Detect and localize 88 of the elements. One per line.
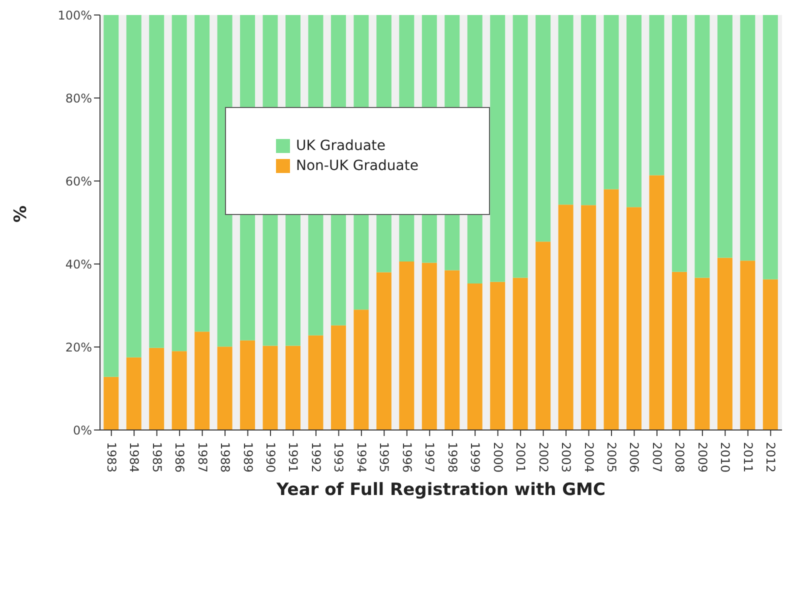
bar (286, 346, 301, 430)
x-tick-label: 1988 (218, 442, 232, 473)
bar (376, 272, 392, 430)
x-tick-label: 1985 (150, 442, 164, 473)
bar (604, 15, 619, 190)
y-axis-title: % (11, 205, 32, 222)
x-tick-label: 1992 (308, 442, 323, 473)
bar (558, 15, 574, 205)
bar (490, 282, 506, 430)
x-tick-label: 2004 (582, 442, 596, 473)
bar (467, 284, 482, 430)
bar (536, 15, 551, 242)
x-tick-label: 2012 (764, 442, 778, 473)
x-tick-label: 2007 (650, 442, 664, 473)
bar (262, 346, 278, 430)
y-tick-label: 80% (65, 91, 92, 106)
x-tick-label: 1998 (445, 442, 460, 473)
bar (126, 15, 142, 358)
x-tick-label: 1996 (400, 442, 414, 473)
bar (626, 15, 642, 208)
bar (172, 351, 187, 430)
bar (740, 260, 756, 430)
bar (149, 15, 164, 348)
bar (536, 242, 551, 430)
x-tick-label: 1984 (127, 442, 142, 473)
bar (604, 189, 619, 430)
bar (490, 15, 506, 282)
x-tick-label: 2009 (695, 442, 710, 473)
y-tick-label: 20% (65, 340, 92, 354)
bar (240, 340, 256, 430)
x-tick-label: 2001 (514, 442, 528, 473)
bar (649, 15, 664, 176)
bar (649, 175, 664, 430)
bar (172, 15, 187, 352)
x-tick-label: 2005 (604, 442, 618, 473)
bar (581, 15, 596, 206)
x-tick-label: 2010 (718, 442, 732, 473)
bar (194, 332, 210, 430)
x-tick-label: 1997 (422, 442, 437, 473)
bar (149, 348, 164, 430)
bar (512, 15, 528, 278)
bar (558, 204, 574, 430)
bar (444, 270, 460, 430)
bar (694, 278, 710, 430)
x-axis-title: Year of Full Registration with GMC (276, 480, 606, 500)
bar (717, 15, 732, 258)
x-tick-label: 1994 (354, 442, 368, 473)
bar (104, 15, 119, 377)
y-tick-label: 100% (58, 8, 92, 22)
bar (354, 310, 369, 430)
bar (694, 15, 710, 278)
bar (399, 262, 414, 430)
x-tick-label: 2002 (536, 442, 550, 473)
bar (422, 262, 437, 430)
bar (672, 15, 687, 272)
bar (512, 278, 528, 430)
legend-label: UK Graduate (296, 138, 386, 154)
bar (330, 325, 346, 430)
bar (762, 15, 778, 280)
x-tick-label: 2011 (740, 442, 755, 473)
bar (762, 279, 778, 430)
x-tick-label: 1986 (172, 442, 187, 473)
x-tick-label: 1989 (240, 442, 255, 473)
x-tick-label: 1987 (195, 442, 210, 473)
x-tick-label: 1993 (332, 442, 346, 473)
x-tick-label: 1983 (104, 442, 118, 473)
y-tick-label: 40% (65, 257, 92, 272)
x-tick-label: 2006 (627, 442, 642, 473)
bar (194, 15, 210, 332)
x-tick-label: 2000 (490, 442, 505, 473)
bar (308, 335, 324, 430)
bar (126, 357, 142, 430)
x-tick-label: 2003 (559, 442, 574, 473)
y-tick-label: 0% (72, 423, 92, 438)
legend-label: Non-UK Graduate (296, 158, 418, 174)
x-tick-label: 1990 (264, 442, 278, 473)
bar (104, 376, 119, 430)
bar (581, 205, 596, 430)
bar (740, 15, 756, 261)
y-tick-label: 60% (65, 174, 92, 188)
bar (717, 258, 732, 430)
bar (626, 207, 642, 430)
bar (217, 346, 232, 430)
bar (672, 272, 687, 430)
x-tick-label: 2008 (672, 442, 687, 473)
x-tick-label: 1999 (468, 442, 482, 473)
x-tick-label: 1995 (377, 442, 392, 473)
x-tick-label: 1991 (286, 442, 300, 473)
